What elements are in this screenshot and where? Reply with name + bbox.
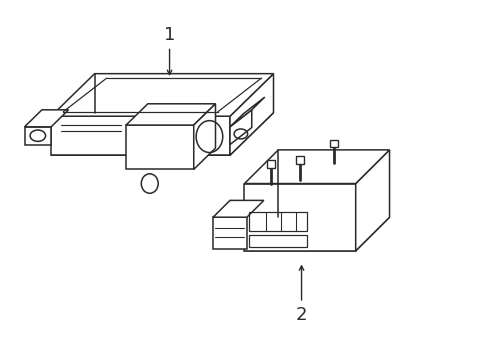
- Text: 2: 2: [295, 266, 306, 324]
- Polygon shape: [229, 74, 273, 155]
- Polygon shape: [213, 217, 246, 249]
- Polygon shape: [244, 150, 389, 184]
- Polygon shape: [213, 201, 264, 217]
- Polygon shape: [355, 150, 389, 251]
- Polygon shape: [24, 127, 51, 145]
- Polygon shape: [51, 113, 273, 155]
- Polygon shape: [329, 140, 338, 147]
- Polygon shape: [51, 116, 229, 155]
- Polygon shape: [295, 156, 304, 164]
- Polygon shape: [51, 74, 273, 116]
- Polygon shape: [193, 104, 215, 169]
- Polygon shape: [229, 110, 251, 145]
- Polygon shape: [244, 217, 389, 251]
- Polygon shape: [244, 184, 355, 251]
- Polygon shape: [24, 110, 68, 127]
- Polygon shape: [126, 104, 215, 125]
- Polygon shape: [229, 97, 264, 127]
- Polygon shape: [266, 160, 275, 168]
- Text: 1: 1: [163, 26, 175, 75]
- Polygon shape: [126, 125, 193, 169]
